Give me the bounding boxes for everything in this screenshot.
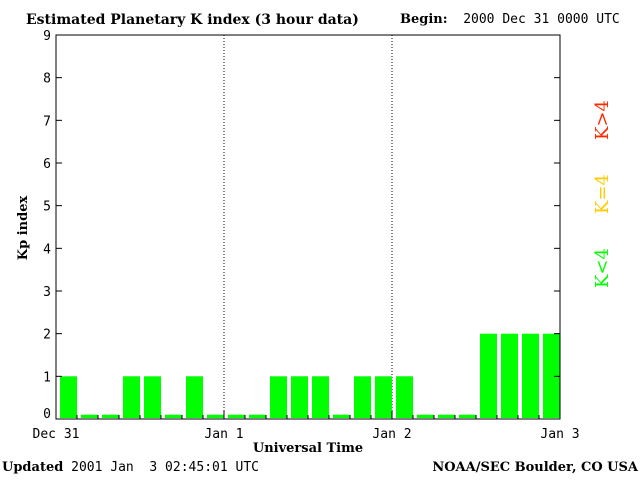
x-axis-title: Universal Time — [253, 441, 363, 456]
bars-layer — [60, 333, 560, 418]
kp-bar — [375, 376, 392, 418]
kp-bar — [501, 333, 518, 418]
y-tick-label: 0 — [43, 407, 51, 422]
x-tick-label: Dec 31 — [33, 427, 80, 442]
kp-bar — [249, 414, 266, 418]
kp-bar — [438, 414, 455, 418]
legend: K<4 K=4 K>4 — [592, 100, 613, 288]
kp-bar — [102, 414, 119, 418]
kp-bar — [333, 414, 350, 418]
begin-label: Begin: — [400, 12, 448, 27]
kp-bar — [543, 333, 560, 418]
kp-bar — [312, 376, 329, 418]
y-tick-label: 9 — [43, 29, 51, 44]
updated-value: 2001 Jan 3 02:45:01 UTC — [71, 460, 259, 475]
updated-label: Updated — [2, 460, 64, 475]
kp-bar — [480, 333, 497, 418]
grid-layer — [223, 35, 393, 419]
kp-bar — [165, 414, 182, 418]
x-tick-label: Jan 1 — [204, 427, 243, 442]
kp-bar — [270, 376, 287, 418]
y-tick-label: 5 — [43, 200, 51, 215]
y-axis-title: Kp index — [16, 196, 31, 261]
kp-bar — [522, 333, 539, 418]
x-ticks: Dec 31 Jan 1 Jan 2 Jan 3 — [33, 411, 580, 442]
begin-time: Begin: 2000 Dec 31 0000 UTC — [400, 12, 620, 27]
y-tick-label: 6 — [43, 157, 51, 172]
chart-title: Estimated Planetary K index (3 hour data… — [26, 12, 359, 28]
legend-item: K>4 — [592, 100, 613, 140]
legend-item: K<4 — [592, 248, 613, 288]
y-ticks: 0 1 2 3 4 5 6 7 8 9 — [43, 29, 560, 422]
legend-item: K=4 — [592, 174, 613, 214]
x-tick-label: Jan 3 — [540, 427, 579, 442]
kp-bar — [81, 414, 98, 418]
kp-bar — [228, 414, 245, 418]
kp-bar — [207, 414, 224, 418]
source-credit: NOAA/SEC Boulder, CO USA — [432, 460, 638, 475]
kp-bar — [417, 414, 434, 418]
kp-bar — [123, 376, 140, 418]
kp-bar — [291, 376, 308, 418]
kp-bar — [459, 414, 476, 418]
y-tick-label: 4 — [43, 242, 51, 257]
y-tick-label: 1 — [43, 370, 51, 385]
y-tick-label: 7 — [43, 114, 51, 129]
kp-bar — [396, 376, 413, 418]
y-tick-label: 8 — [43, 72, 51, 87]
y-tick-label: 2 — [43, 328, 51, 343]
x-tick-label: Jan 2 — [372, 427, 411, 442]
updated-footer: Updated 2001 Jan 3 02:45:01 UTC — [2, 460, 259, 475]
kp-bar — [60, 376, 77, 418]
kp-bar — [354, 376, 371, 418]
begin-value: 2000 Dec 31 0000 UTC — [463, 12, 620, 27]
kp-bar — [186, 376, 203, 418]
y-tick-label: 3 — [43, 285, 51, 300]
kp-bar — [144, 376, 161, 418]
